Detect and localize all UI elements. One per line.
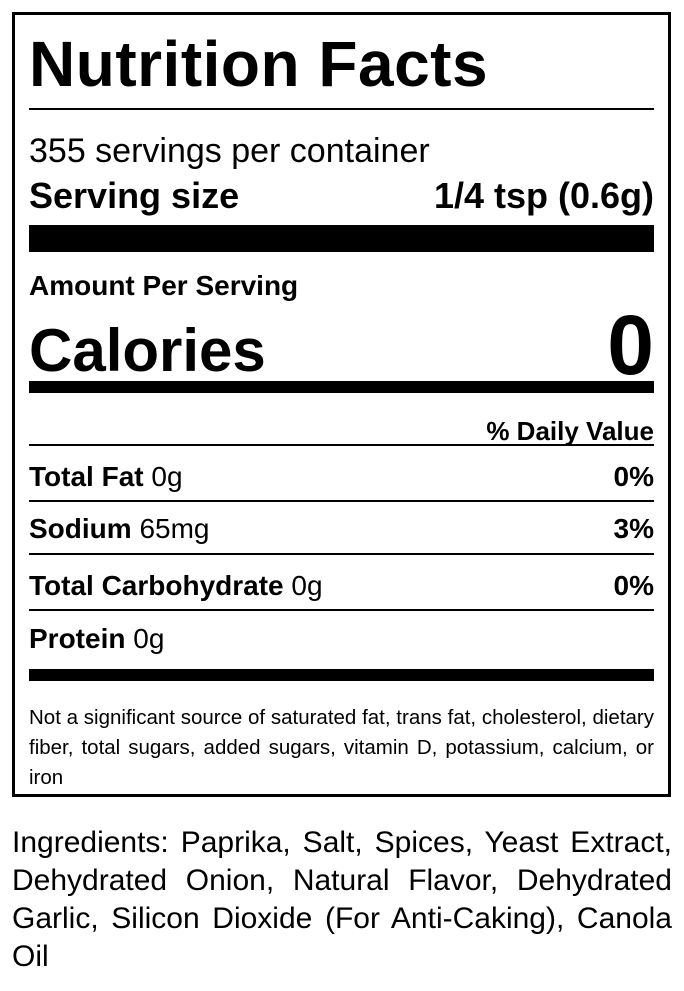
medium-divider [29, 669, 654, 681]
serving-size: Serving size 1/4 tsp (0.6g) [29, 175, 654, 217]
nutrient-amount: 0g [291, 570, 323, 601]
serving-size-label: Serving size [29, 175, 240, 216]
footnote: Not a significant source of saturated fa… [29, 706, 654, 789]
nutrient-row: Protein 0g [29, 622, 654, 656]
calories-value: 0 [607, 298, 654, 392]
nutrient-dv: 0% [613, 570, 654, 601]
panel-title: Nutrition Facts [29, 28, 489, 100]
nutrient-name: Total Carbohydrate [29, 570, 284, 601]
nutrient-name: Protein [29, 623, 126, 654]
nutrient-dv: 0% [613, 461, 654, 492]
serving-size-value: 1/4 tsp (0.6g) [433, 175, 654, 216]
ingredients-list: Ingredients: Paprika, Salt, Spices, Yeas… [12, 826, 672, 973]
nutrient-row: Total Fat 0g 0% [29, 460, 654, 494]
nutrient-row: Total Carbohydrate 0g 0% [29, 569, 654, 603]
medium-divider [29, 381, 654, 393]
calories-row: Calories 0 [29, 303, 654, 387]
nutrient-name: Total Fat [29, 461, 144, 492]
nutrient-name: Sodium [29, 513, 132, 544]
nutrient-amount: 0g [133, 623, 165, 654]
nutrient-dv: 3% [613, 513, 654, 544]
divider [29, 108, 654, 110]
nutrient-row: Sodium 65mg 3% [29, 512, 654, 546]
daily-value-header: % Daily Value [486, 416, 654, 446]
calories-label: Calories [29, 317, 266, 384]
divider [29, 553, 654, 555]
divider [29, 500, 654, 502]
nutrition-facts-panel: Nutrition Facts 355 servings per contain… [12, 12, 671, 797]
amount-per-serving: Amount Per Serving [29, 270, 299, 301]
divider [29, 609, 654, 611]
thick-divider [29, 225, 654, 252]
servings-per-container: 355 servings per container [29, 132, 430, 170]
nutrient-amount: 65mg [139, 513, 210, 544]
divider [29, 444, 654, 446]
nutrient-amount: 0g [151, 461, 183, 492]
